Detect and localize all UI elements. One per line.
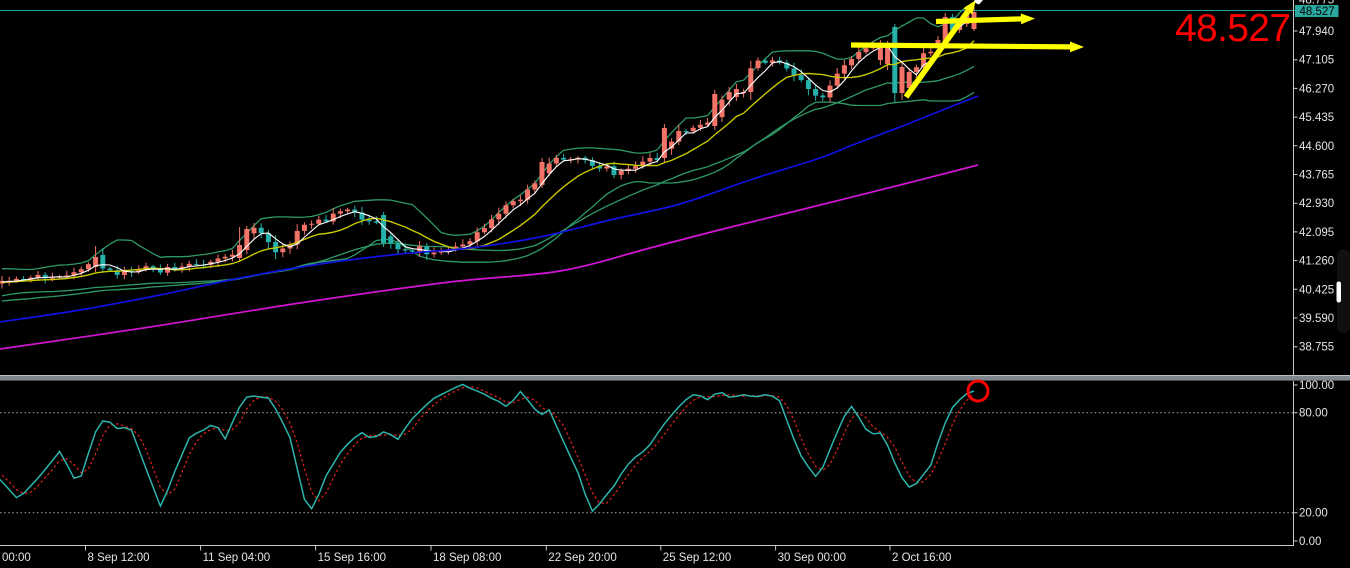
svg-text:40.425: 40.425: [1299, 284, 1334, 296]
svg-text:0.00: 0.00: [1299, 536, 1321, 548]
svg-text:45.435: 45.435: [1299, 112, 1334, 124]
svg-text:8 Sep 12:00: 8 Sep 12:00: [88, 552, 150, 564]
svg-text:2 Oct 16:00: 2 Oct 16:00: [892, 552, 951, 564]
svg-text:43.765: 43.765: [1299, 170, 1334, 182]
svg-text:25 Sep 12:00: 25 Sep 12:00: [663, 552, 731, 564]
svg-text:47.940: 47.940: [1299, 26, 1334, 38]
svg-text:44.600: 44.600: [1299, 141, 1334, 153]
svg-text:42.095: 42.095: [1299, 227, 1334, 239]
svg-text:20.00: 20.00: [1299, 508, 1328, 520]
svg-text:46.270: 46.270: [1299, 83, 1334, 95]
svg-text:100.00: 100.00: [1299, 380, 1334, 392]
svg-text:15 Sep 16:00: 15 Sep 16:00: [318, 552, 386, 564]
svg-text:39.590: 39.590: [1299, 313, 1334, 325]
svg-text:11 Sep 04:00: 11 Sep 04:00: [203, 552, 271, 564]
svg-text:48.527: 48.527: [1300, 6, 1335, 18]
svg-text:48.527: 48.527: [1175, 7, 1291, 50]
svg-text:00:00: 00:00: [2, 552, 31, 564]
svg-text:30 Sep 00:00: 30 Sep 00:00: [778, 552, 846, 564]
svg-text:80.00: 80.00: [1299, 408, 1328, 420]
svg-text:38.755: 38.755: [1299, 342, 1334, 354]
svg-text:18 Sep 08:00: 18 Sep 08:00: [433, 552, 501, 564]
svg-text:41.260: 41.260: [1299, 256, 1334, 268]
svg-text:22 Sep 20:00: 22 Sep 20:00: [548, 552, 616, 564]
svg-text:47.105: 47.105: [1299, 55, 1334, 67]
svg-text:48.775: 48.775: [1299, 0, 1334, 7]
svg-text:42.930: 42.930: [1299, 198, 1334, 210]
